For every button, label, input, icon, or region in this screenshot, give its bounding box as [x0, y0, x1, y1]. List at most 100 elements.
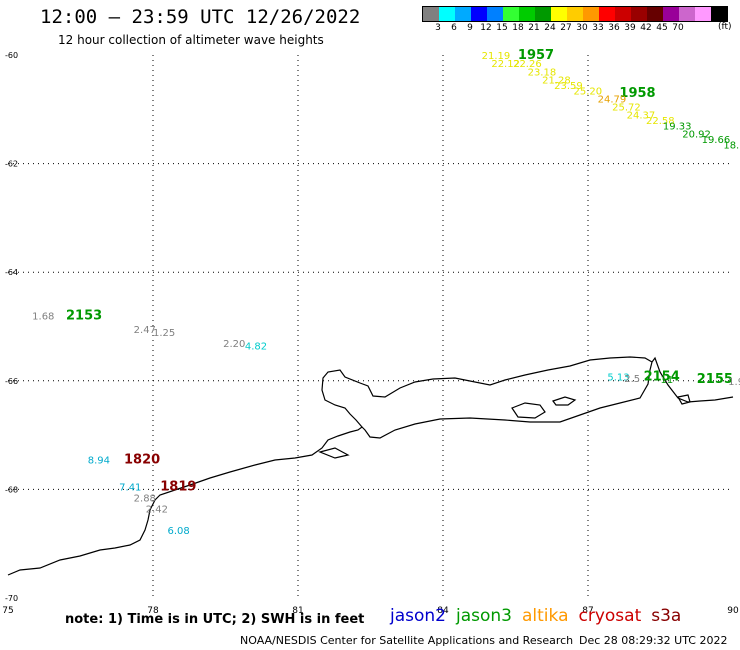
legend-swatch [647, 7, 663, 21]
wave-height-value: 21.28 [542, 75, 571, 86]
pass-time-label: 1958 [619, 86, 655, 101]
legend-tick-label: 70 [672, 23, 684, 33]
legend-tick-label: 27 [560, 23, 572, 33]
satellite-cryosat: cryosat [578, 606, 642, 626]
legend-tick-label: 36 [608, 23, 620, 33]
legend-tick-label: 33 [592, 23, 604, 33]
wave-height-value: 25.72 [612, 103, 641, 114]
legend-swatch [439, 7, 455, 21]
legend-swatch [487, 7, 503, 21]
longitude-tick-label: 90 [727, 606, 739, 616]
wave-height-value: 4.82 [245, 342, 267, 353]
longitude-tick-label: 81 [292, 606, 303, 616]
legend-unit: (ft) [718, 22, 732, 32]
wave-height-value: 19.66 [702, 135, 731, 146]
satellite-altika: altika [522, 606, 569, 626]
pass-time-label: 1957 [518, 48, 554, 63]
wave-height-value: 2.20 [223, 339, 245, 350]
legend-swatch [423, 7, 439, 21]
legend-swatch [663, 7, 679, 21]
wave-height-value: 20.92 [682, 130, 711, 141]
wave-height-value: 1.68 [32, 312, 54, 323]
ice-island-1 [511, 402, 546, 419]
legend-tick-label: 39 [624, 23, 636, 33]
wave-height-value: 2.47 [134, 325, 156, 336]
legend-swatch [711, 7, 727, 21]
legend-tick-label: 30 [576, 23, 588, 33]
legend-swatch [519, 7, 535, 21]
legend-swatch [631, 7, 647, 21]
wave-height-value: 2.5 [624, 374, 640, 385]
wave-height-value: 22.26 [513, 59, 542, 70]
wave-height-value: 22.12 [491, 59, 520, 70]
legend-tick-label: 24 [544, 23, 556, 33]
ice-island-3 [318, 447, 350, 459]
longitude-tick-label: 78 [147, 606, 159, 616]
legend-swatch [455, 7, 471, 21]
legend-swatch [679, 7, 695, 21]
timestamp: Dec 28 08:29:32 UTC 2022 [579, 634, 728, 647]
longitude-tick-label: 84 [437, 606, 449, 616]
coastline-main [7, 356, 734, 576]
wave-height-value: 24.79 [598, 94, 627, 105]
legend-swatch [503, 7, 519, 21]
legend-tick-label: 6 [451, 23, 457, 33]
longitude-tick-label: 87 [582, 606, 593, 616]
legend-tick-label: 18 [512, 23, 524, 33]
legend-tick-label: 3 [435, 23, 441, 33]
legend-swatch [535, 7, 551, 21]
ice-island-4 [677, 394, 691, 405]
legend-swatch [551, 7, 567, 21]
legend-swatch [471, 7, 487, 21]
legend-tick-label: 9 [467, 23, 473, 33]
coastline [7, 356, 734, 576]
wave-height-value: 1.25 [153, 328, 175, 339]
wave-height-value: 7.41 [119, 483, 141, 494]
longitude-tick-label: 75 [2, 606, 13, 616]
wave-height-value: 8.94 [88, 456, 110, 467]
wave-height-value: 23.59 [554, 81, 583, 92]
wave-height-value: 19.33 [663, 122, 692, 133]
map-subtitle: 12 hour collection of altimeter wave hei… [58, 33, 324, 47]
satellite-s3a: s3a [651, 606, 682, 626]
wave-height-value: 21.19 [482, 51, 511, 62]
legend-tick-label: 42 [640, 23, 652, 33]
map-title: 12:00 – 23:59 UTC 12/26/2022 [40, 6, 361, 28]
pass-time-label: 2155 [697, 372, 733, 387]
pass-time-label: 1819 [160, 480, 196, 495]
wave-height-legend: 3 6 9 12 15 18 21 24 27 30 33 36 39 42 45 70 (ft) [422, 6, 732, 34]
map-grid: 75 78 81 84 87 90 -60 -62 -64 -66 -68 -70 [2, 51, 739, 616]
ice-island-2 [552, 396, 577, 406]
pass-time-label: 2154 [644, 369, 680, 384]
satellite-legend: jason2 jason3 altika cryosat s3a [390, 606, 691, 626]
wave-height-value: 25.20 [574, 86, 603, 97]
legend-swatch [615, 7, 631, 21]
wave-height-value: 18.1 [723, 141, 740, 152]
satellite-jason3: jason3 [456, 606, 512, 626]
legend-swatch [599, 7, 615, 21]
wave-height-value: 5.13 [607, 372, 629, 383]
footer-note: note: 1) Time is in UTC; 2) SWH is in fe… [65, 612, 365, 627]
latitude-tick-label: -64 [5, 268, 18, 277]
pass-time-label: 1820 [124, 453, 160, 468]
wave-height-value: 11 [661, 375, 674, 386]
wave-height-value: 2.88 [134, 494, 156, 505]
legend-tick-label: 15 [496, 23, 508, 33]
legend-tick-label: 12 [480, 23, 492, 33]
legend-ticks: 3 6 9 12 15 18 21 24 27 30 33 36 39 42 45 70 [422, 22, 728, 34]
wave-height-value: 22.58 [646, 116, 675, 127]
legend-swatch [567, 7, 583, 21]
latitude-tick-label: -70 [5, 594, 18, 603]
wave-height-value: 24.37 [627, 111, 656, 122]
latitude-tick-label: -68 [5, 485, 18, 494]
latitude-tick-label: -62 [5, 160, 18, 169]
legend-tick-label: 21 [528, 23, 540, 33]
wave-height-value: 2.42 [146, 504, 168, 515]
legend-swatch [695, 7, 711, 21]
legend-swatch [583, 7, 599, 21]
latitude-tick-label: -66 [5, 377, 18, 386]
wave-height-value: 23.18 [528, 67, 557, 78]
satellite-jason2: jason2 [390, 606, 446, 626]
